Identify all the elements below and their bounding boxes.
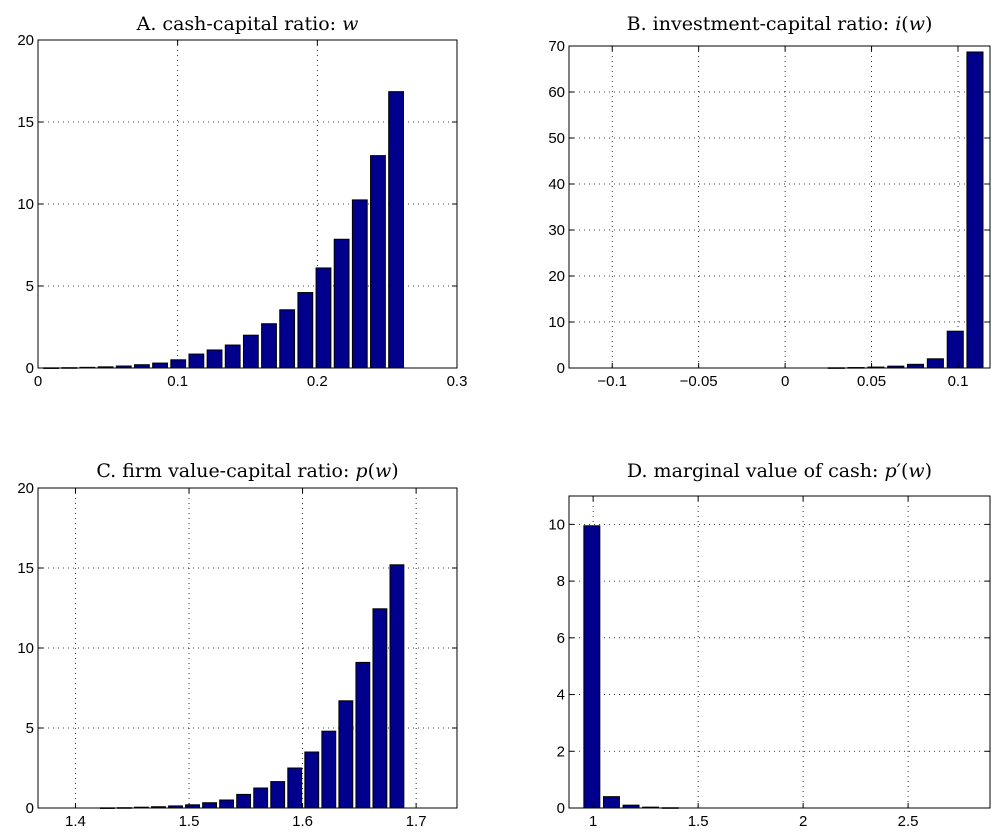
panel-title: B. investment-capital ratio: i(w) [627, 13, 933, 35]
y-tick-label: 70 [548, 38, 565, 55]
y-tick-label: 10 [17, 640, 34, 657]
x-tick-label: 0.3 [447, 373, 468, 390]
y-tick-label: 0 [26, 360, 34, 377]
bar [253, 787, 269, 809]
y-tick-label: 8 [557, 573, 565, 590]
bar [389, 564, 405, 809]
y-tick-label: 20 [17, 480, 34, 497]
panel-title: A. cash-capital ratio: w [136, 13, 359, 35]
x-tick-label: 1.5 [688, 813, 709, 830]
bar [333, 238, 350, 369]
x-tick-label: 1.6 [292, 813, 313, 830]
y-tick-label: 40 [548, 176, 565, 193]
panel-b: −0.1 −0.05 0 0.05 0.1 0 10 20 30 40 50 60 70 B. inves… [548, 13, 991, 390]
panel-title: D. marginal value of cash: p′(w) [627, 460, 932, 482]
bar [279, 309, 296, 369]
x-tick-label: 0.1 [948, 373, 969, 390]
bar [946, 330, 964, 369]
y-tick-label: 10 [548, 314, 565, 331]
x-tick-label: 0.1 [167, 373, 188, 390]
panel-a: 0 0.1 0.2 0.3 0 5 10 15 20 A. cash-capital ratio:… [17, 13, 467, 390]
y-tick-label: 20 [17, 32, 34, 49]
y-tick-label: 20 [548, 268, 565, 285]
bar [188, 353, 205, 369]
x-tick-label: −0.1 [597, 373, 627, 390]
panel-c: 1.4 1.5 1.6 1.7 0 5 10 15 20 C. firm value-capita… [17, 460, 458, 830]
y-tick-label: 5 [26, 720, 34, 737]
y-tick-label: 0 [26, 800, 34, 817]
x-tick-label: 2 [799, 813, 807, 830]
y-tick-label: 60 [548, 84, 565, 101]
y-tick-label: 0 [557, 360, 565, 377]
x-tick-label: 0 [34, 373, 42, 390]
bar [602, 796, 620, 809]
x-tick-label: 1.7 [406, 813, 427, 830]
x-tick-label: 0.05 [857, 373, 886, 390]
bar [321, 730, 337, 809]
y-tick-label: 6 [557, 630, 565, 647]
y-tick-label: 0 [557, 800, 565, 817]
bar [206, 349, 223, 369]
panel-d: 1 1.5 2 2.5 0 2 4 6 8 10 D. marginal value of cash… [548, 460, 991, 830]
bar [242, 334, 259, 369]
bar [338, 700, 354, 809]
panel-title: C. firm value-capital ratio: p(w) [96, 460, 398, 482]
axes-box [568, 495, 991, 809]
bar [372, 608, 388, 809]
x-tick-label: 1 [589, 813, 597, 830]
y-tick-label: 2 [557, 743, 565, 760]
bar [388, 91, 405, 369]
bar [261, 323, 277, 369]
bar [236, 793, 252, 809]
bar [906, 363, 925, 369]
bar [297, 292, 314, 369]
axes-box [568, 45, 991, 369]
bar [304, 751, 320, 809]
bar [926, 358, 944, 369]
bar [202, 802, 217, 809]
bar [224, 344, 241, 369]
bar [355, 661, 371, 809]
bar [270, 781, 286, 809]
y-tick-label: 50 [548, 130, 565, 147]
y-tick-label: 10 [17, 196, 34, 213]
x-tick-label: 2.5 [898, 813, 919, 830]
x-tick-label: 1.5 [179, 813, 200, 830]
y-tick-label: 4 [557, 687, 565, 704]
x-tick-label: 1.4 [65, 813, 86, 830]
bar [287, 767, 303, 809]
bar [219, 799, 235, 809]
y-tick-label: 5 [26, 278, 34, 295]
bar [370, 155, 386, 369]
bar [170, 359, 187, 369]
bar [583, 525, 601, 809]
y-tick-label: 15 [17, 114, 34, 131]
x-tick-label: −0.05 [680, 373, 718, 390]
bar [315, 267, 332, 369]
x-tick-label: 0.2 [307, 373, 328, 390]
bar [351, 199, 368, 369]
bar [966, 51, 984, 369]
x-tick-label: 0 [781, 373, 789, 390]
bar [152, 362, 168, 369]
y-tick-label: 15 [17, 560, 34, 577]
y-tick-label: 30 [548, 222, 565, 239]
y-tick-label: 10 [548, 516, 565, 533]
